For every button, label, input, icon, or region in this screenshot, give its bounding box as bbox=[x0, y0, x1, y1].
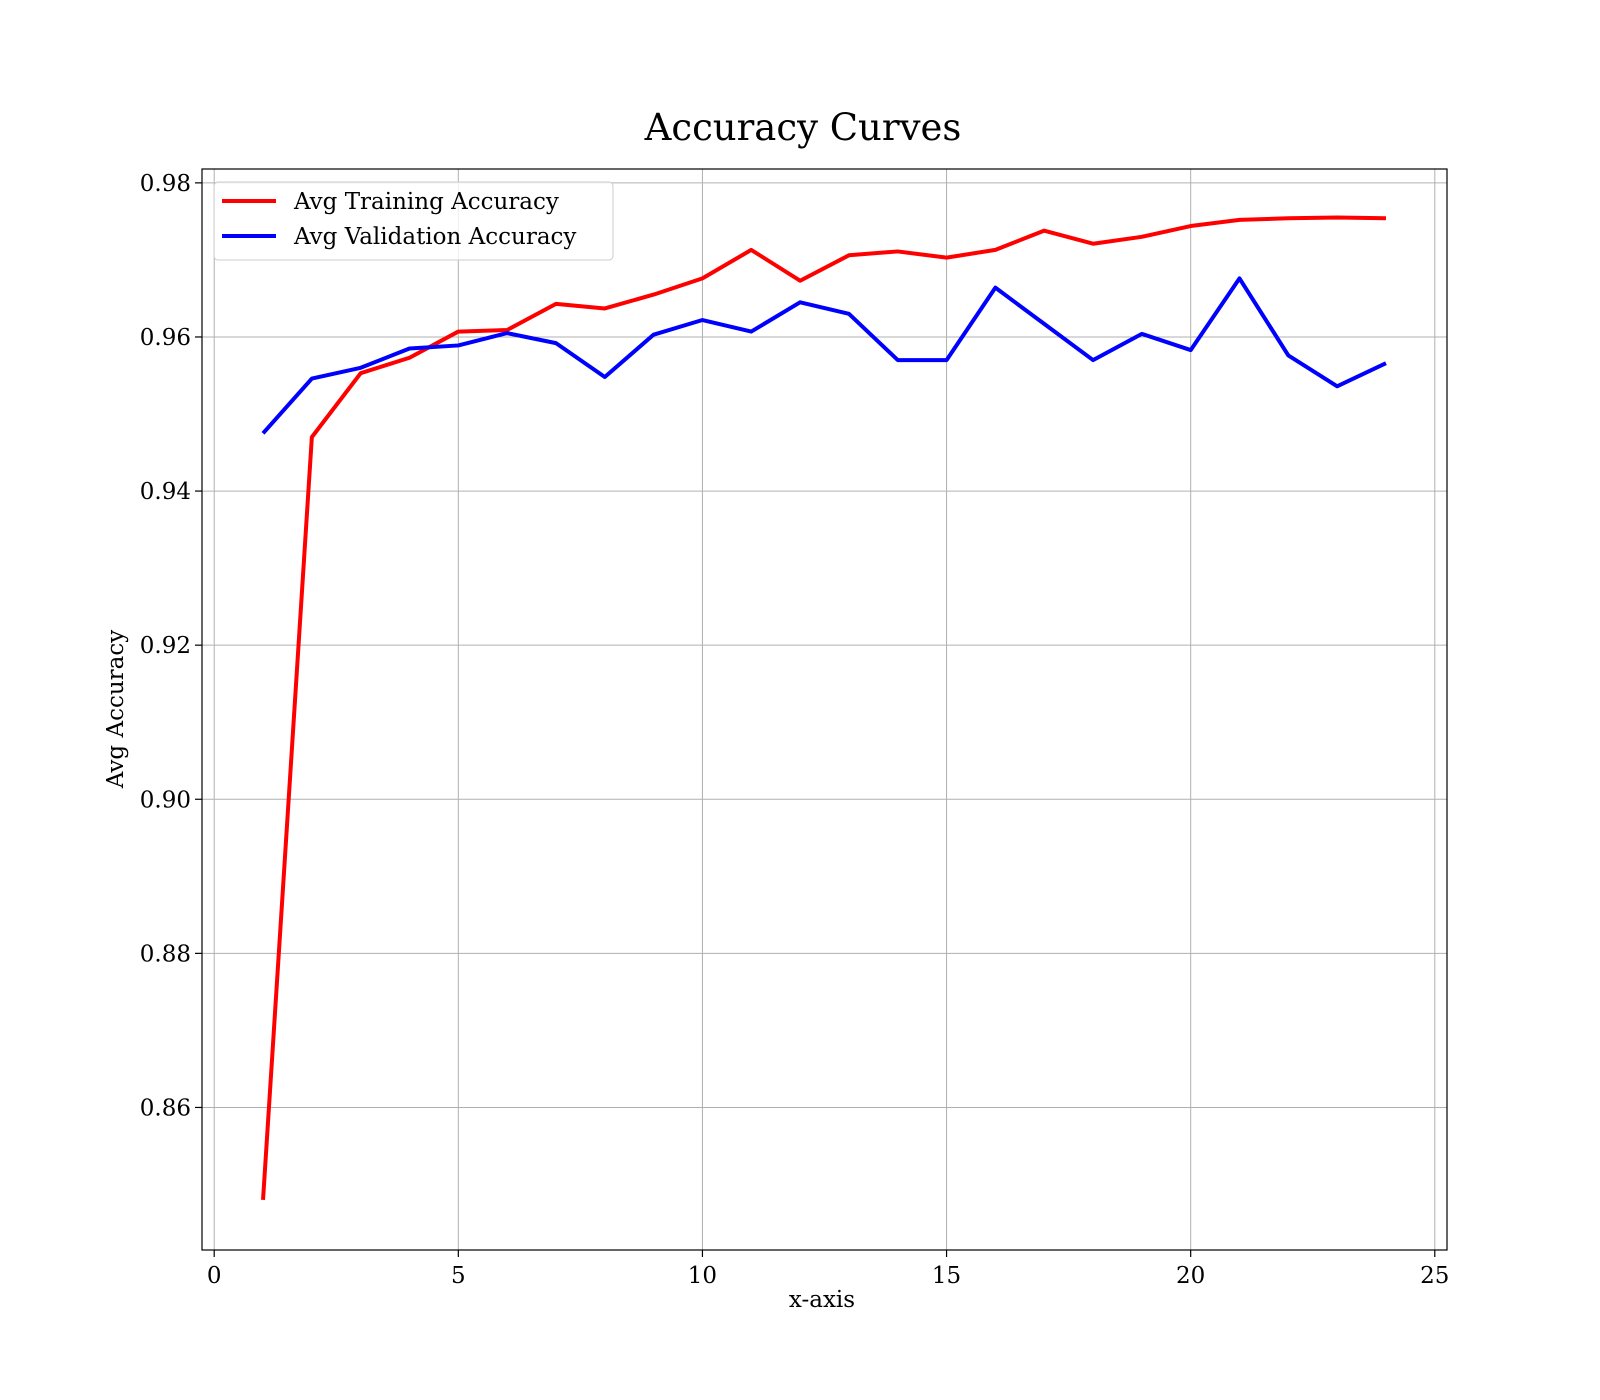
x-tick-label: 0 bbox=[207, 1263, 222, 1289]
series-line-training bbox=[261, 215, 1387, 1201]
x-tick-label: 25 bbox=[1420, 1263, 1449, 1289]
legend: Avg Training Accuracy Avg Validation Acc… bbox=[213, 181, 614, 261]
x-axis-label: x-axis bbox=[789, 1287, 855, 1313]
y-axis-label: Avg Accuracy bbox=[103, 630, 129, 789]
x-tick-label: 10 bbox=[688, 1263, 717, 1289]
legend-box bbox=[213, 181, 614, 261]
x-tick-label: 15 bbox=[932, 1263, 961, 1289]
x-tick-label: 5 bbox=[451, 1263, 466, 1289]
y-tick-label: 0.90 bbox=[140, 787, 191, 813]
x-axis-ticks: 0 5 10 15 20 25 bbox=[207, 1250, 1449, 1289]
y-tick-label: 0.88 bbox=[140, 941, 191, 967]
series-line-validation bbox=[261, 276, 1387, 435]
legend-label-training: Avg Training Accuracy bbox=[293, 189, 559, 215]
y-tick-label: 0.96 bbox=[140, 325, 191, 351]
y-tick-label: 0.98 bbox=[140, 171, 191, 197]
y-tick-label: 0.92 bbox=[140, 633, 191, 659]
chart-title: Accuracy Curves bbox=[644, 106, 962, 149]
series-layer bbox=[261, 215, 1387, 1201]
grid-lines bbox=[202, 169, 1447, 1250]
plot-frame bbox=[201, 168, 1448, 1251]
y-tick-label: 0.94 bbox=[140, 479, 191, 505]
legend-label-validation: Avg Validation Accuracy bbox=[293, 224, 576, 250]
x-tick-label: 20 bbox=[1176, 1263, 1205, 1289]
y-tick-label: 0.86 bbox=[140, 1095, 191, 1121]
y-axis-ticks: 0.86 0.88 0.90 0.92 0.94 0.96 0.98 bbox=[140, 171, 202, 1121]
